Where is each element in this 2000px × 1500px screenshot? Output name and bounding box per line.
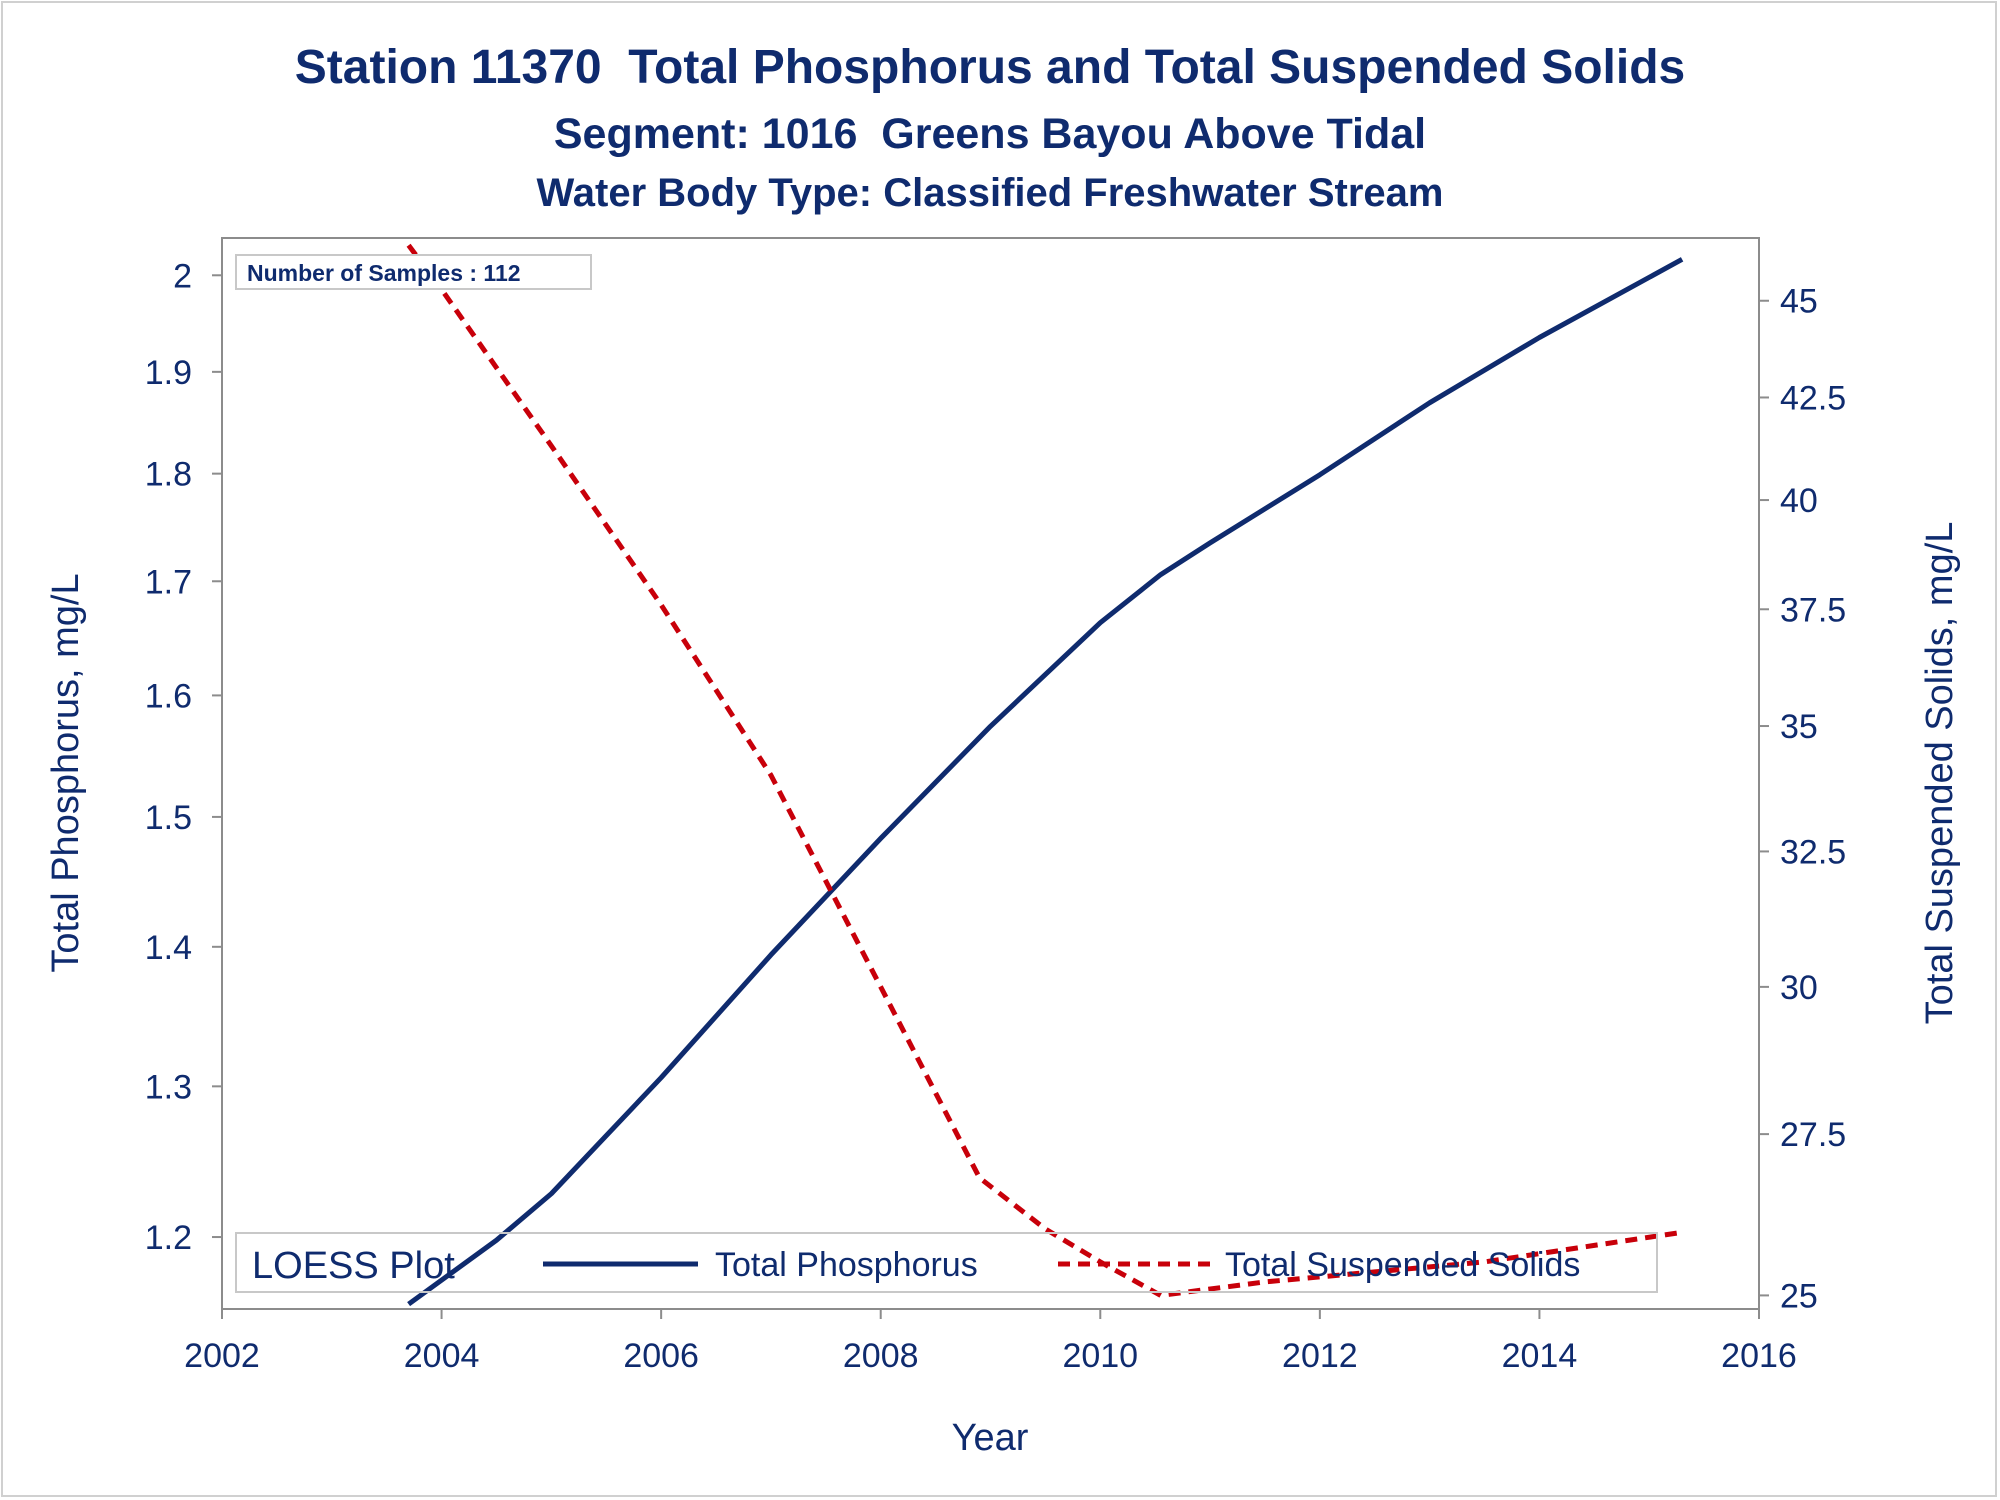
- x-tick-label: 2008: [843, 1337, 919, 1375]
- y-right-tick-label: 40: [1780, 482, 1818, 520]
- y-left-tick-label: 1.4: [145, 929, 192, 967]
- y-left-tick-label: 1.8: [145, 456, 192, 494]
- y-right-tick-label: 25: [1780, 1277, 1818, 1315]
- x-tick-label: 2004: [404, 1337, 480, 1375]
- y-right-tick-label: 35: [1780, 708, 1818, 746]
- plot-area: [221, 237, 1760, 1310]
- y-left-tick-label: 1.5: [145, 799, 192, 837]
- series-line-total-suspended-solids: [406, 243, 1683, 1298]
- chart-subtitle-2: Water Body Type: Classified Freshwater S…: [537, 171, 1444, 215]
- chart-subtitle: Segment: 1016 Greens Bayou Above Tidal: [554, 110, 1426, 158]
- sample-count-label: Number of Samples : 112: [247, 260, 521, 286]
- x-tick-label: 2012: [1282, 1337, 1358, 1375]
- chart-title: Station 11370 Total Phosphorus and Total…: [295, 41, 1685, 94]
- x-tick-label: 2010: [1062, 1337, 1138, 1375]
- y-left-tick-label: 2: [173, 257, 192, 295]
- x-axis: 2002 2004 2006 2008 2010 2012 2014 2016: [184, 1309, 1797, 1375]
- y-left-tick-label: 1.7: [145, 563, 192, 601]
- y-axis-left: 1.2 1.3 1.4 1.5 1.6 1.7 1.8 1.9 2: [145, 257, 222, 1257]
- legend-label-total-suspended-solids: Total Suspended Solids: [1225, 1246, 1580, 1284]
- y-right-tick-label: 37.5: [1780, 591, 1846, 629]
- y-left-tick-label: 1.3: [145, 1068, 192, 1106]
- x-tick-label: 2016: [1721, 1337, 1797, 1375]
- y-right-tick-label: 45: [1780, 283, 1818, 321]
- y-right-tick-label: 27.5: [1780, 1116, 1846, 1154]
- y-left-tick-label: 1.9: [145, 354, 192, 392]
- y-right-tick-label: 32.5: [1780, 833, 1846, 871]
- series-layer: [406, 243, 1684, 1307]
- legend-title: LOESS Plot: [252, 1245, 455, 1287]
- legend-label-total-phosphorus: Total Phosphorus: [715, 1246, 978, 1284]
- y-right-tick-label: 42.5: [1780, 379, 1846, 417]
- series-line-total-phosphorus: [407, 257, 1684, 1307]
- y-axis-right-label: Total Suspended Solids, mg/L: [1919, 522, 1961, 1025]
- y-axis-left-label: Total Phosphorus, mg/L: [45, 573, 87, 972]
- sample-count-box: [235, 254, 592, 290]
- y-left-tick-label: 1.6: [145, 677, 192, 715]
- y-left-tick-label: 1.2: [145, 1219, 192, 1257]
- legend-box: [235, 1232, 1658, 1293]
- x-axis-label: Year: [952, 1417, 1029, 1459]
- x-tick-label: 2006: [623, 1337, 699, 1375]
- x-tick-label: 2014: [1502, 1337, 1578, 1375]
- y-right-tick-label: 30: [1780, 969, 1818, 1007]
- x-tick-label: 2002: [184, 1337, 260, 1375]
- y-axis-right: 25 27.5 30 32.5 35 37.5 40 42.5 45: [1759, 283, 1846, 1315]
